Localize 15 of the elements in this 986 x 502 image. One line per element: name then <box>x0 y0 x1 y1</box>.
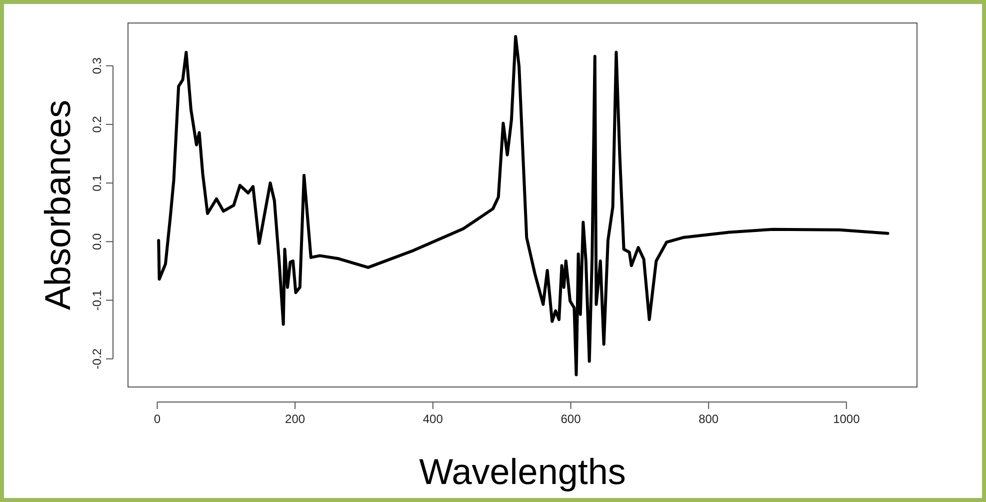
x-axis-title: Wavelengths <box>419 451 626 492</box>
y-tick-label: 0.3 <box>90 57 104 74</box>
y-axis-title: Absorbances <box>37 100 78 310</box>
x-tick-label: 600 <box>560 412 582 426</box>
x-tick-label: 400 <box>422 412 444 426</box>
x-tick-label: 200 <box>285 412 306 426</box>
line-series <box>157 34 890 376</box>
y-tick-label: 0.1 <box>90 174 104 192</box>
x-tick-label: 1000 <box>833 412 860 426</box>
y-tick-label: 0.2 <box>90 116 104 133</box>
x-tick-label: 0 <box>154 412 161 426</box>
x-tick-label: 800 <box>698 412 719 426</box>
y-tick-label: 0.0 <box>90 232 104 250</box>
y-tick-label: -0.1 <box>90 290 104 311</box>
y-tick-label: -0.2 <box>90 348 104 370</box>
